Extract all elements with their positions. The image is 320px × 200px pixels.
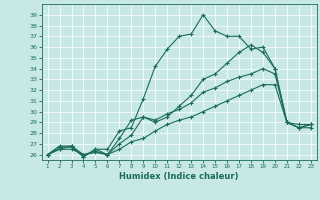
X-axis label: Humidex (Indice chaleur): Humidex (Indice chaleur) <box>119 172 239 181</box>
